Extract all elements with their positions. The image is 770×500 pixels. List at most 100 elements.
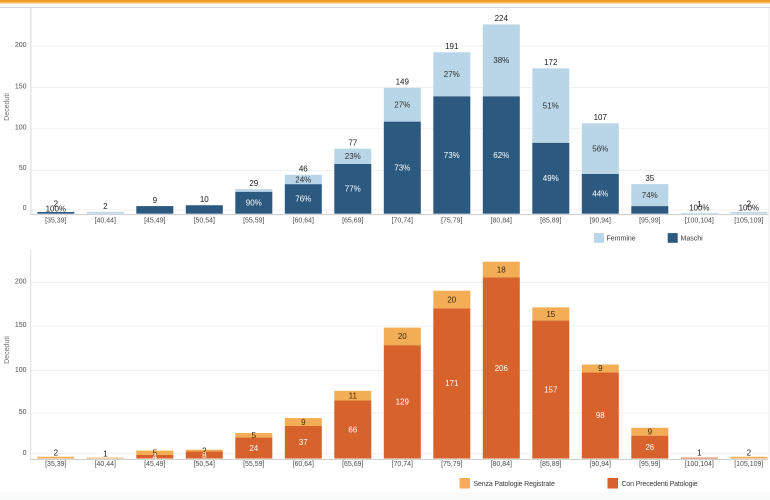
svg-text:50: 50: [19, 165, 27, 172]
svg-text:2: 2: [54, 200, 59, 209]
svg-text:9: 9: [301, 418, 306, 427]
svg-text:24%: 24%: [295, 175, 311, 184]
svg-text:90%: 90%: [246, 199, 262, 208]
svg-text:74%: 74%: [642, 191, 658, 200]
svg-text:191: 191: [445, 42, 459, 51]
svg-text:100%: 100%: [46, 205, 66, 214]
svg-text:172: 172: [544, 58, 558, 67]
svg-text:66: 66: [348, 425, 357, 434]
svg-text:[35,39]: [35,39]: [45, 218, 66, 225]
svg-text:Deceduti: Deceduti: [4, 336, 11, 364]
svg-text:29: 29: [249, 179, 258, 188]
svg-text:1: 1: [697, 448, 702, 457]
svg-text:9: 9: [648, 428, 653, 437]
svg-text:[40,44]: [40,44]: [95, 461, 116, 468]
svg-text:[70,74]: [70,74]: [392, 461, 413, 468]
svg-text:Con Precedenti Patologie: Con Precedenti Patologie: [622, 481, 698, 488]
svg-text:0: 0: [23, 450, 27, 457]
svg-text:[40,44]: [40,44]: [95, 218, 116, 225]
svg-text:[35,39]: [35,39]: [45, 461, 66, 468]
svg-text:56%: 56%: [592, 144, 608, 153]
svg-text:27%: 27%: [394, 101, 410, 110]
svg-text:100%: 100%: [739, 203, 759, 212]
svg-text:150: 150: [15, 84, 27, 91]
svg-text:200: 200: [15, 279, 27, 286]
svg-text:[90,94]: [90,94]: [590, 461, 611, 468]
svg-text:[50,54]: [50,54]: [194, 461, 215, 468]
svg-text:[70,74]: [70,74]: [392, 218, 413, 225]
svg-text:0: 0: [23, 205, 27, 212]
svg-text:5: 5: [153, 449, 158, 458]
svg-text:35: 35: [645, 174, 654, 183]
svg-text:23%: 23%: [345, 152, 361, 161]
svg-text:150: 150: [15, 322, 27, 329]
svg-text:20: 20: [398, 332, 407, 341]
svg-text:27%: 27%: [444, 70, 460, 79]
svg-text:24: 24: [249, 444, 258, 453]
svg-text:50: 50: [19, 409, 27, 416]
svg-text:[90,94]: [90,94]: [590, 218, 611, 225]
svg-text:76%: 76%: [295, 195, 311, 204]
svg-text:2: 2: [202, 446, 207, 455]
svg-text:129: 129: [396, 398, 410, 407]
svg-text:18: 18: [497, 265, 506, 274]
svg-text:[45,49]: [45,49]: [144, 461, 165, 468]
svg-text:Maschi: Maschi: [681, 236, 704, 243]
svg-text:100%: 100%: [689, 203, 709, 212]
svg-text:77%: 77%: [345, 185, 361, 194]
svg-text:2: 2: [54, 449, 59, 458]
svg-text:149: 149: [396, 78, 410, 87]
svg-text:[105,109]: [105,109]: [734, 218, 763, 225]
svg-text:Femmine: Femmine: [607, 236, 636, 243]
svg-text:73%: 73%: [444, 151, 460, 160]
svg-text:[55,59]: [55,59]: [243, 218, 264, 225]
svg-text:[95,99]: [95,99]: [639, 218, 660, 225]
svg-text:2: 2: [747, 449, 752, 458]
svg-text:1: 1: [697, 200, 702, 209]
svg-text:5: 5: [252, 431, 257, 440]
svg-text:15: 15: [546, 310, 555, 319]
svg-text:49%: 49%: [543, 174, 559, 183]
svg-text:[80,84]: [80,84]: [491, 461, 512, 468]
svg-text:[95,99]: [95,99]: [639, 461, 660, 468]
svg-text:44%: 44%: [592, 190, 608, 199]
svg-text:[60,64]: [60,64]: [293, 461, 314, 468]
svg-text:46: 46: [299, 165, 308, 174]
svg-text:9: 9: [153, 196, 158, 205]
svg-text:37: 37: [299, 438, 308, 447]
svg-text:2: 2: [103, 202, 108, 211]
svg-text:171: 171: [445, 379, 459, 388]
svg-text:[100,104]: [100,104]: [685, 218, 714, 225]
svg-text:157: 157: [544, 385, 558, 394]
svg-text:9: 9: [598, 364, 603, 373]
svg-text:4: 4: [153, 453, 158, 462]
svg-text:10: 10: [200, 195, 209, 204]
svg-text:[105,109]: [105,109]: [734, 461, 763, 468]
svg-text:[100,104]: [100,104]: [685, 461, 714, 468]
svg-text:51%: 51%: [543, 101, 559, 110]
svg-text:77: 77: [348, 138, 357, 147]
svg-text:206: 206: [495, 364, 509, 373]
svg-text:[85,89]: [85,89]: [540, 461, 561, 468]
svg-text:2: 2: [747, 200, 752, 209]
svg-text:20: 20: [447, 295, 456, 304]
svg-text:11: 11: [349, 392, 358, 401]
svg-text:[65,69]: [65,69]: [342, 218, 363, 225]
svg-text:107: 107: [594, 113, 608, 122]
svg-text:200: 200: [15, 42, 27, 49]
svg-text:8: 8: [202, 451, 207, 460]
svg-text:[75,79]: [75,79]: [441, 461, 462, 468]
svg-text:224: 224: [495, 14, 509, 23]
svg-text:Deceduti: Deceduti: [4, 93, 11, 121]
svg-text:38%: 38%: [493, 56, 509, 65]
svg-text:1: 1: [103, 449, 108, 458]
svg-text:[55,59]: [55,59]: [243, 461, 264, 468]
svg-text:[60,64]: [60,64]: [293, 218, 314, 225]
svg-text:[45,49]: [45,49]: [144, 218, 165, 225]
svg-text:[50,54]: [50,54]: [194, 218, 215, 225]
svg-text:[75,79]: [75,79]: [441, 218, 462, 225]
svg-text:100: 100: [15, 367, 27, 374]
svg-text:26: 26: [645, 443, 654, 452]
svg-text:[85,89]: [85,89]: [540, 218, 561, 225]
svg-text:[65,69]: [65,69]: [342, 461, 363, 468]
